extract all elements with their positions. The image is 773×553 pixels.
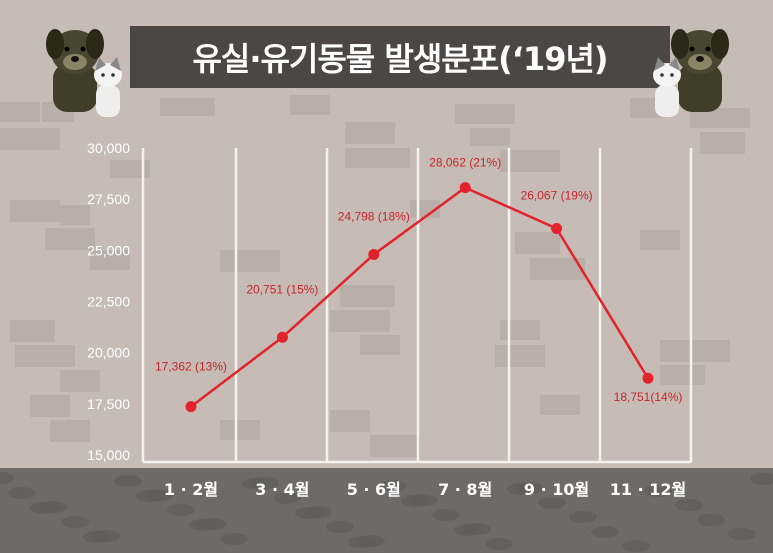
x-tick-label: 7 · 8월 — [438, 480, 492, 499]
data-point — [368, 248, 380, 260]
wall-brick — [45, 228, 95, 250]
wall-brick — [540, 395, 580, 415]
ground-stone — [432, 509, 460, 521]
ground-stone — [189, 519, 217, 531]
ground-stone — [401, 495, 429, 507]
wall-brick — [0, 128, 60, 150]
ground-stone — [507, 483, 535, 495]
y-tick-label: 20,000 — [87, 345, 130, 361]
wall-brick — [330, 310, 390, 332]
ground-stone — [167, 504, 195, 516]
x-tick-label: 5 · 6월 — [347, 480, 401, 499]
wall-brick — [360, 335, 400, 355]
data-label: 18,751(14%) — [614, 390, 683, 404]
x-tick-label: 3 · 4월 — [255, 480, 309, 499]
y-tick-label: 30,000 — [87, 140, 130, 156]
ground-stone — [242, 478, 270, 490]
wall-brick — [455, 104, 515, 124]
data-label: 24,798 (18%) — [338, 209, 410, 223]
ground-stone — [8, 487, 36, 499]
ground-stone — [454, 524, 482, 536]
wall-brick — [345, 148, 410, 168]
wall-brick — [90, 250, 130, 270]
wall-brick — [15, 345, 75, 367]
wall-brick — [495, 345, 545, 367]
wall-brick — [330, 410, 370, 432]
data-point — [459, 182, 471, 194]
wall-brick — [690, 108, 750, 128]
ground-stone — [569, 511, 597, 523]
wall-brick — [110, 160, 150, 178]
wall-brick — [340, 285, 395, 307]
data-point — [551, 222, 563, 234]
wall-brick — [370, 435, 420, 457]
series-line — [190, 186, 650, 408]
ground-stone — [622, 540, 650, 552]
ground-stone — [326, 521, 354, 533]
wall-brick — [515, 232, 560, 254]
y-tick-label: 25,000 — [87, 242, 130, 258]
chart-title: 유실·유기동물 발생분포(‘19년) — [192, 40, 608, 78]
wall-brick — [500, 150, 560, 172]
ground-stone — [114, 475, 142, 487]
x-tick-label: 1 · 2월 — [164, 480, 218, 499]
data-point — [642, 372, 654, 384]
y-tick-label: 22,500 — [87, 294, 130, 310]
wall-brick — [60, 205, 90, 225]
wall-brick — [60, 370, 100, 392]
ground-stone — [0, 472, 14, 484]
ground-stone — [750, 473, 773, 485]
ground-stone — [220, 533, 248, 545]
wall-brick — [470, 128, 510, 146]
ground-stone — [379, 480, 407, 492]
ground-stone — [485, 538, 513, 550]
title-bar: 유실·유기동물 발생분포(‘19년) — [130, 26, 670, 88]
wall-brick — [660, 365, 705, 385]
ground-stone — [61, 516, 89, 528]
wall-brick — [10, 200, 60, 222]
ground-stone — [136, 490, 164, 502]
wall-brick — [700, 132, 745, 154]
y-tick-label: 15,000 — [87, 447, 130, 463]
ground-stone — [83, 531, 111, 543]
wall-brick — [0, 102, 40, 122]
wall-brick — [220, 420, 260, 440]
y-tick-label: 27,500 — [87, 191, 130, 207]
wall-brick — [50, 420, 90, 442]
data-label: 26,067 (19%) — [521, 188, 593, 202]
wall-brick — [10, 320, 55, 342]
ground-stone — [538, 497, 566, 509]
data-label: 20,751 (15%) — [246, 282, 318, 296]
ground-stone — [644, 485, 672, 497]
data-label: 28,062 (21%) — [429, 156, 501, 170]
x-tick-label: 9 · 10월 — [524, 480, 589, 499]
ground-stone — [273, 492, 301, 504]
ground-stone — [295, 507, 323, 519]
x-tick-label: 11 · 12월 — [610, 480, 686, 499]
ground-stone — [591, 526, 619, 538]
ground-stone — [728, 528, 756, 540]
wall-brick — [345, 122, 395, 144]
ground-stone — [348, 536, 376, 548]
wall-brick — [30, 395, 70, 417]
wall-brick — [290, 95, 330, 115]
ground-stone — [30, 502, 58, 514]
data-label: 17,362 (13%) — [155, 360, 227, 374]
ground-stone — [697, 514, 725, 526]
data-point — [276, 331, 288, 343]
ground-stone — [675, 499, 703, 511]
y-tick-label: 17,500 — [87, 396, 130, 412]
wall-brick — [160, 98, 215, 116]
data-point — [185, 401, 197, 413]
wall-brick — [640, 230, 680, 250]
wall-brick — [530, 258, 585, 280]
wall-brick — [660, 340, 730, 362]
